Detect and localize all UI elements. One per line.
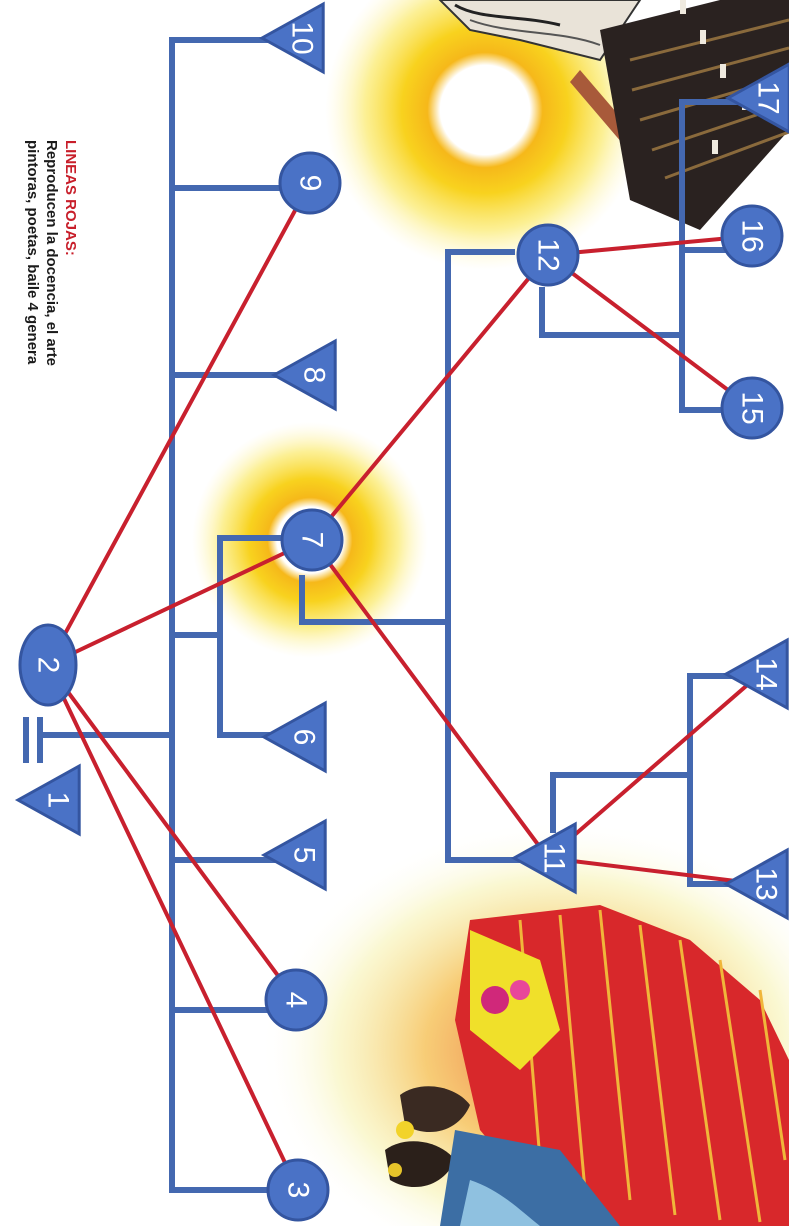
red-line-7-11	[310, 538, 550, 860]
node-label-8: 8	[298, 367, 331, 384]
node-label-17: 17	[752, 81, 785, 114]
female-node-9: 9	[278, 151, 342, 215]
red-line-2-7	[46, 538, 314, 667]
red-line-2-3	[46, 663, 300, 1192]
red-line-12-15	[546, 253, 754, 410]
node-label-9: 9	[294, 175, 327, 192]
node-label-15: 15	[736, 391, 769, 424]
male-node-17: 17	[724, 62, 789, 134]
node-label-12: 12	[532, 238, 565, 271]
male-node-8: 8	[270, 338, 337, 412]
node-label-14: 14	[750, 657, 783, 690]
node-label-7: 7	[296, 532, 329, 549]
node-label-6: 6	[288, 729, 321, 746]
halo-top-right	[325, 0, 645, 270]
male-node-13: 13	[722, 847, 789, 921]
male-node-10: 10	[258, 1, 325, 75]
male-node-11: 11	[510, 821, 577, 895]
female-node-16: 16	[720, 204, 784, 268]
red-line-2-9	[46, 181, 312, 667]
red-line-2-4	[46, 663, 298, 1002]
traditional-dancers-illustration	[385, 905, 789, 1226]
red-line-7-12	[310, 253, 550, 542]
marimba-player-illustration	[438, 0, 789, 230]
female-node-15: 15	[720, 376, 784, 440]
node-label-1: 1	[42, 792, 75, 809]
male-node-5: 5	[260, 818, 327, 892]
male-node-1: 1	[14, 763, 81, 837]
female-node-7: 7	[280, 508, 344, 572]
red-line-11-13	[546, 856, 762, 886]
node-label-10: 10	[286, 21, 319, 54]
node-label-3: 3	[282, 1182, 315, 1199]
node-label-16: 16	[736, 219, 769, 252]
male-node-6: 6	[260, 700, 327, 774]
red-lineage-lines	[46, 181, 762, 1192]
female-node-12: 12	[516, 223, 580, 287]
node-label-13: 13	[750, 867, 783, 900]
female-node-4: 4	[264, 968, 328, 1032]
red-line-11-14	[546, 672, 762, 860]
node-label-11: 11	[538, 842, 571, 873]
node-label-2: 2	[32, 657, 65, 674]
female-node-2: 2	[18, 623, 78, 707]
red-line-12-16	[546, 234, 754, 257]
male-node-14: 14	[722, 637, 789, 711]
node-label-4: 4	[280, 992, 313, 1009]
node-label-5: 5	[288, 847, 321, 864]
female-node-3: 3	[266, 1158, 330, 1222]
kinship-tree-lines	[23, 37, 743, 1193]
